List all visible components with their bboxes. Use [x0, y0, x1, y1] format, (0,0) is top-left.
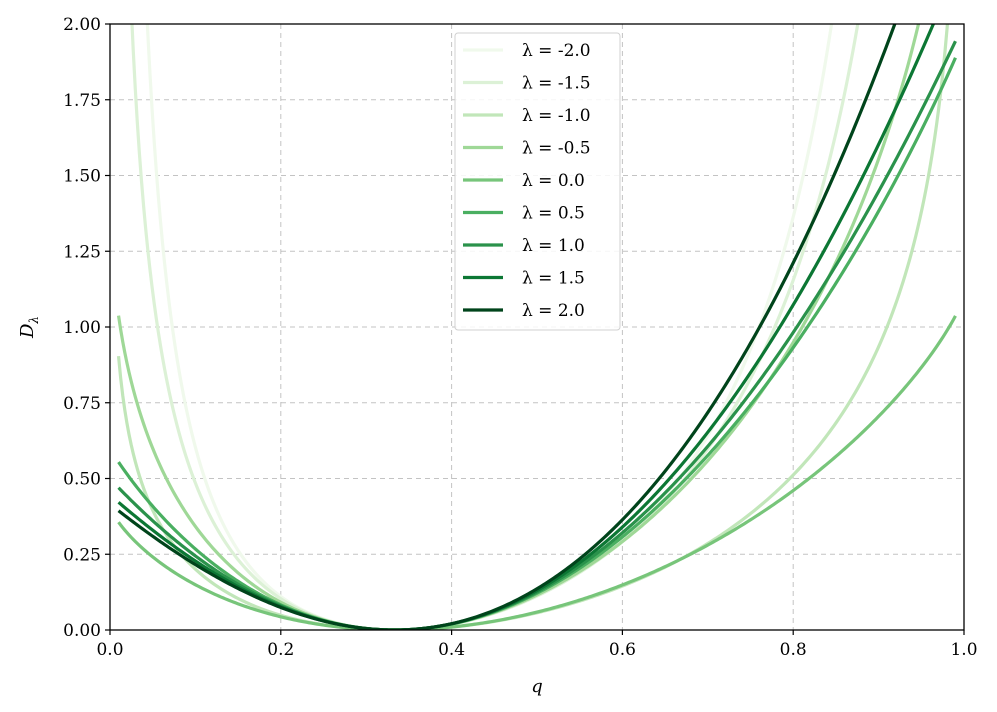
y-tick-label: 2.00: [63, 15, 101, 35]
legend-label: λ = 2.0: [522, 301, 585, 321]
legend-label: λ = 1.5: [522, 269, 585, 289]
legend-label: λ = -2.0: [522, 41, 591, 61]
y-axis: 0.00 0.25 0.50 0.75 1.00 1.25 1.50 1.75 2.00: [63, 15, 110, 641]
x-axis-label: q: [531, 676, 543, 697]
y-tick-label: 1.00: [63, 318, 101, 338]
legend-box: [454, 32, 621, 331]
y-tick-label: 0.25: [63, 545, 101, 565]
y-tick-label: 0.50: [63, 470, 101, 490]
series-line: [117, 24, 897, 630]
y-tick-label: 1.25: [63, 242, 101, 262]
x-tick-label: 0.8: [780, 640, 807, 660]
y-axis-label-subscript: λ: [27, 316, 41, 325]
series-layer: [116, 24, 957, 630]
legend-label: λ = 0.5: [522, 204, 585, 224]
x-tick-label: 0.4: [438, 640, 465, 660]
legend-label: λ = -0.5: [522, 139, 591, 159]
y-tick-label: 1.50: [63, 167, 101, 187]
y-tick-label: 0.00: [63, 621, 101, 641]
x-tick-label: 0.6: [609, 640, 636, 660]
legend-label: λ = -1.0: [522, 106, 591, 126]
legend-label: λ = 0.0: [522, 171, 585, 191]
y-tick-label: 1.75: [63, 91, 101, 111]
legend: λ = -2.0 λ = -1.5 λ = -1.0 λ = -0.5 λ = 0.0 λ…: [454, 32, 621, 331]
y-tick-label: 0.75: [63, 394, 101, 414]
series-line: [117, 315, 957, 630]
x-axis: 0.0 0.2 0.4 0.6 0.8 1.0: [96, 630, 978, 660]
y-axis-label-main: D: [17, 323, 38, 339]
y-axis-label: Dλ: [17, 316, 41, 339]
legend-label: λ = -1.5: [522, 74, 591, 94]
x-tick-label: 0.0: [96, 640, 123, 660]
x-tick-label: 0.2: [267, 640, 294, 660]
x-tick-label: 1.0: [950, 640, 977, 660]
legend-label: λ = 1.0: [522, 236, 585, 256]
